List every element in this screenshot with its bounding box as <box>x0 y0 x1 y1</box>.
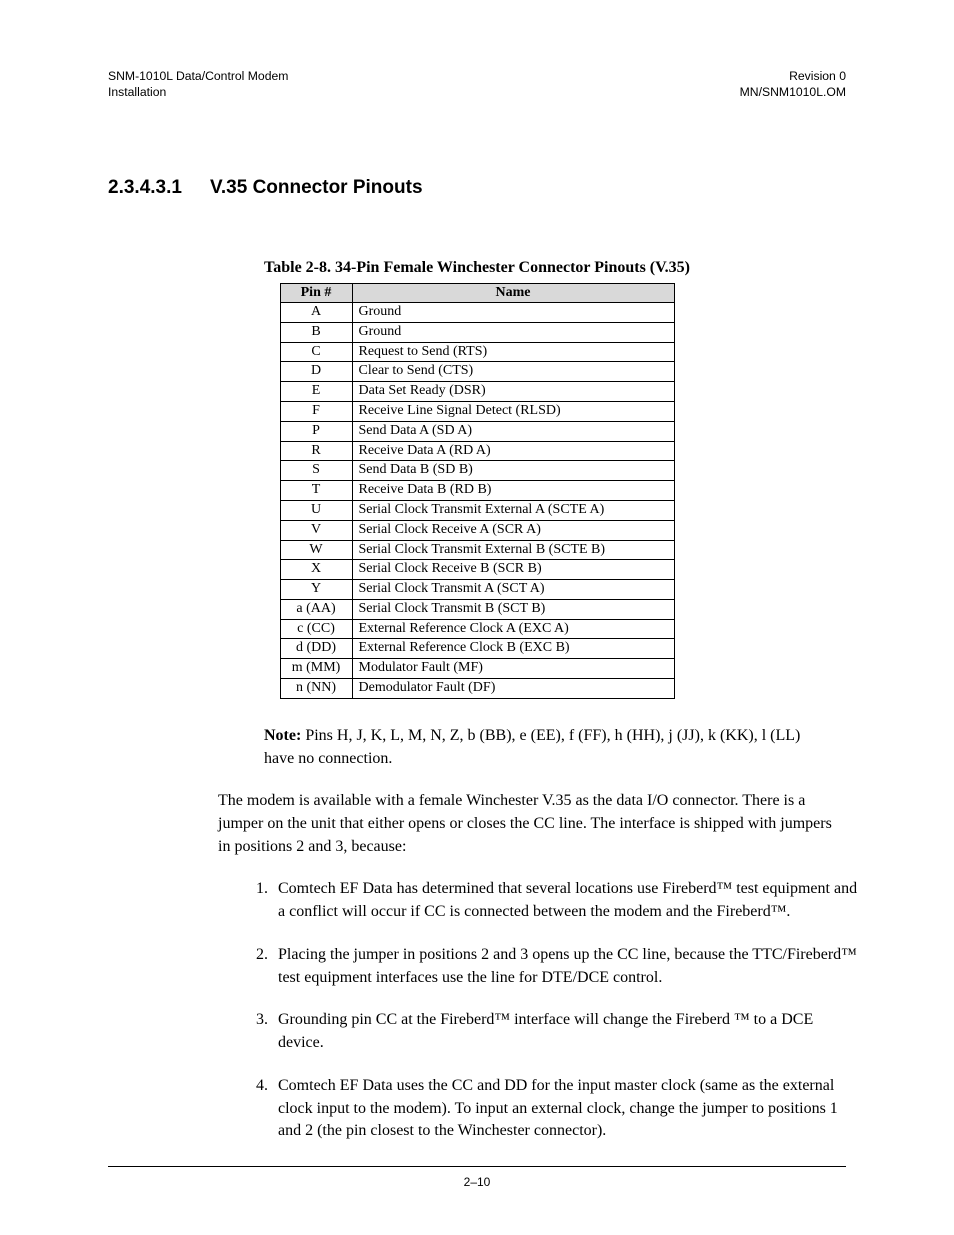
name-cell: Serial Clock Transmit A (SCT A) <box>352 580 674 600</box>
pin-cell: C <box>280 342 352 362</box>
pin-cell: V <box>280 520 352 540</box>
footer-rule <box>108 1166 846 1167</box>
header-section: Installation <box>108 84 288 100</box>
name-cell: Receive Data A (RD A) <box>352 441 674 461</box>
pin-cell: T <box>280 481 352 501</box>
pin-cell: S <box>280 461 352 481</box>
name-cell: Serial Clock Transmit B (SCT B) <box>352 599 674 619</box>
list-item: Comtech EF Data has determined that seve… <box>272 878 860 923</box>
table-row: CRequest to Send (RTS) <box>280 342 674 362</box>
pin-cell: n (NN) <box>280 679 352 699</box>
pin-cell: m (MM) <box>280 659 352 679</box>
note-label: Note: <box>264 727 301 744</box>
name-cell: Demodulator Fault (DF) <box>352 679 674 699</box>
table-row: n (NN)Demodulator Fault (DF) <box>280 679 674 699</box>
name-cell: Receive Line Signal Detect (RLSD) <box>352 401 674 421</box>
section-heading: 2.3.4.3.1 V.35 Connector Pinouts <box>108 177 846 199</box>
table-row: c (CC)External Reference Clock A (EXC A) <box>280 619 674 639</box>
table-row: RReceive Data A (RD A) <box>280 441 674 461</box>
table-row: SSend Data B (SD B) <box>280 461 674 481</box>
name-cell: Ground <box>352 322 674 342</box>
pin-cell: P <box>280 421 352 441</box>
section-title: V.35 Connector Pinouts <box>210 177 423 198</box>
pin-cell: Y <box>280 580 352 600</box>
name-cell: External Reference Clock A (EXC A) <box>352 619 674 639</box>
table-row: WSerial Clock Transmit External B (SCTE … <box>280 540 674 560</box>
note-block: Note: Pins H, J, K, L, M, N, Z, b (BB), … <box>264 725 834 770</box>
table-row: PSend Data A (SD A) <box>280 421 674 441</box>
name-cell: Modulator Fault (MF) <box>352 659 674 679</box>
name-cell: Send Data A (SD A) <box>352 421 674 441</box>
table-row: VSerial Clock Receive A (SCR A) <box>280 520 674 540</box>
table-caption: Table 2-8. 34-Pin Female Winchester Conn… <box>108 259 846 277</box>
pin-cell: R <box>280 441 352 461</box>
name-cell: Data Set Ready (DSR) <box>352 382 674 402</box>
note-text: Pins H, J, K, L, M, N, Z, b (BB), e (EE)… <box>264 727 800 767</box>
name-cell: Serial Clock Transmit External A (SCTE A… <box>352 500 674 520</box>
header-product: SNM-1010L Data/Control Modem <box>108 68 288 84</box>
table-row: USerial Clock Transmit External A (SCTE … <box>280 500 674 520</box>
table-row: EData Set Ready (DSR) <box>280 382 674 402</box>
name-cell: Ground <box>352 302 674 322</box>
pin-cell: X <box>280 560 352 580</box>
table-header-row: Pin # Name <box>280 283 674 302</box>
section-number: 2.3.4.3.1 <box>108 177 182 199</box>
table-row: m (MM)Modulator Fault (MF) <box>280 659 674 679</box>
table-row: a (AA)Serial Clock Transmit B (SCT B) <box>280 599 674 619</box>
table-row: AGround <box>280 302 674 322</box>
page-header: SNM-1010L Data/Control Modem Installatio… <box>108 68 846 101</box>
pin-cell: E <box>280 382 352 402</box>
name-cell: Serial Clock Receive B (SCR B) <box>352 560 674 580</box>
list-item: Grounding pin CC at the Fireberd™ interf… <box>272 1009 860 1054</box>
table-row: DClear to Send (CTS) <box>280 362 674 382</box>
table-row: YSerial Clock Transmit A (SCT A) <box>280 580 674 600</box>
pin-cell: a (AA) <box>280 599 352 619</box>
col-header-name: Name <box>352 283 674 302</box>
pin-cell: F <box>280 401 352 421</box>
name-cell: Receive Data B (RD B) <box>352 481 674 501</box>
name-cell: Send Data B (SD B) <box>352 461 674 481</box>
pin-cell: B <box>280 322 352 342</box>
header-right: Revision 0 MN/SNM1010L.OM <box>740 68 846 101</box>
name-cell: External Reference Clock B (EXC B) <box>352 639 674 659</box>
numbered-list: Comtech EF Data has determined that seve… <box>272 878 860 1142</box>
table-row: TReceive Data B (RD B) <box>280 481 674 501</box>
table-row: XSerial Clock Receive B (SCR B) <box>280 560 674 580</box>
pin-cell: W <box>280 540 352 560</box>
page-number: 2–10 <box>0 1175 954 1189</box>
list-item: Comtech EF Data uses the CC and DD for t… <box>272 1075 860 1143</box>
name-cell: Serial Clock Transmit External B (SCTE B… <box>352 540 674 560</box>
name-cell: Clear to Send (CTS) <box>352 362 674 382</box>
pin-cell: c (CC) <box>280 619 352 639</box>
header-left: SNM-1010L Data/Control Modem Installatio… <box>108 68 288 101</box>
name-cell: Serial Clock Receive A (SCR A) <box>352 520 674 540</box>
col-header-pin: Pin # <box>280 283 352 302</box>
pin-cell: D <box>280 362 352 382</box>
header-docid: MN/SNM1010L.OM <box>740 84 846 100</box>
list-item: Placing the jumper in positions 2 and 3 … <box>272 944 860 989</box>
body-paragraph: The modem is available with a female Win… <box>218 790 848 858</box>
name-cell: Request to Send (RTS) <box>352 342 674 362</box>
header-revision: Revision 0 <box>740 68 846 84</box>
pin-cell: A <box>280 302 352 322</box>
table-row: d (DD)External Reference Clock B (EXC B) <box>280 639 674 659</box>
pinout-table: Pin # Name AGroundBGroundCRequest to Sen… <box>280 283 675 699</box>
table-row: BGround <box>280 322 674 342</box>
pin-cell: U <box>280 500 352 520</box>
pin-cell: d (DD) <box>280 639 352 659</box>
table-row: FReceive Line Signal Detect (RLSD) <box>280 401 674 421</box>
